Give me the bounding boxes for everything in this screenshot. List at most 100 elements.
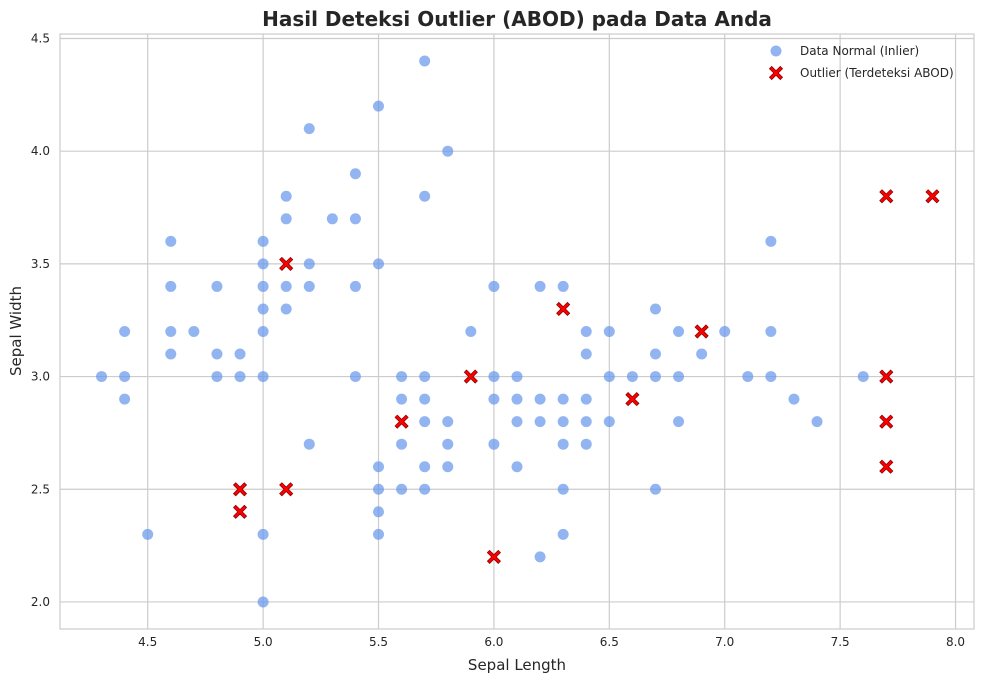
y-tick-label: 2.0 xyxy=(31,595,50,609)
inlier-point xyxy=(373,100,385,112)
inlier-point xyxy=(765,371,777,383)
inlier-point xyxy=(580,348,592,360)
inlier-point xyxy=(303,280,315,292)
outlier-point xyxy=(232,504,248,519)
outlier-point xyxy=(879,369,894,384)
inlier-point xyxy=(419,190,431,202)
y-axis-label: Sepal Width xyxy=(7,286,25,376)
inlier-point xyxy=(580,393,592,405)
inlier-point xyxy=(765,326,777,337)
inlier-point xyxy=(119,371,131,383)
inlier-point xyxy=(349,371,361,383)
inlier-point xyxy=(649,371,661,383)
inlier-point xyxy=(603,416,615,428)
legend: Data Normal (Inlier) Outlier (Terdeteksi … xyxy=(768,44,954,81)
inlier-point xyxy=(534,280,546,292)
x-tick-label: 6.0 xyxy=(484,635,503,649)
inlier-point xyxy=(119,326,131,337)
inlier-point xyxy=(649,483,661,495)
inlier-point xyxy=(373,258,385,270)
inlier-point xyxy=(165,280,177,292)
x-tick-label: 7.0 xyxy=(715,635,734,649)
inlier-point xyxy=(396,393,408,405)
x-tick-label: 4.5 xyxy=(138,635,157,649)
inlier-point xyxy=(442,461,454,473)
inlier-point xyxy=(580,326,592,337)
inlier-point xyxy=(234,371,246,383)
x-tick-label: 5.0 xyxy=(254,635,273,649)
inlier-point xyxy=(626,371,638,383)
inlier-point xyxy=(511,371,523,383)
inlier-point xyxy=(488,371,500,383)
outlier-point xyxy=(232,482,248,497)
outlier-point xyxy=(279,256,294,271)
inlier-point xyxy=(580,416,592,428)
inlier-point xyxy=(373,483,385,495)
outlier-point xyxy=(279,482,294,497)
legend-outlier-label: Outlier (Terdeteksi ABOD) xyxy=(800,66,954,80)
inlier-point xyxy=(557,438,569,450)
inlier-point xyxy=(188,326,200,337)
y-tick-label: 4.5 xyxy=(31,32,50,46)
inlier-point xyxy=(303,438,315,450)
inlier-point xyxy=(234,348,246,360)
inlier-point xyxy=(742,371,754,383)
outlier-point xyxy=(486,549,501,564)
inlier-point xyxy=(396,483,408,495)
outlier-point xyxy=(394,414,409,429)
legend-inlier-marker xyxy=(770,45,782,57)
inlier-point xyxy=(465,326,477,337)
inlier-point xyxy=(673,371,685,383)
inlier-point xyxy=(257,326,269,337)
inlier-point xyxy=(373,461,385,473)
outlier-point xyxy=(879,189,894,204)
inlier-point xyxy=(557,528,569,540)
inlier-point xyxy=(349,213,361,225)
inlier-point xyxy=(257,371,269,383)
inlier-point xyxy=(419,483,431,495)
inlier-point xyxy=(373,528,385,540)
inlier-point xyxy=(534,551,546,563)
y-tick-label: 4.0 xyxy=(31,144,50,158)
inlier-point xyxy=(511,416,523,428)
inlier-point xyxy=(557,416,569,428)
inlier-point xyxy=(442,145,454,157)
inlier-point xyxy=(349,168,361,180)
inlier-point xyxy=(557,483,569,495)
inlier-point xyxy=(165,348,177,360)
inlier-point xyxy=(534,416,546,428)
inlier-point xyxy=(211,280,223,292)
inlier-point xyxy=(442,416,454,428)
inlier-point xyxy=(280,280,292,292)
inlier-point xyxy=(788,393,800,405)
inlier-point xyxy=(649,348,661,360)
y-tick-label: 3.0 xyxy=(31,370,50,384)
inlier-point xyxy=(419,55,431,67)
inlier-point xyxy=(373,506,385,518)
outlier-point xyxy=(879,459,894,474)
inlier-point xyxy=(442,438,454,450)
inlier-point xyxy=(257,303,269,315)
inlier-point xyxy=(811,416,823,428)
data-points xyxy=(96,55,940,608)
inlier-point xyxy=(257,235,269,247)
inlier-point xyxy=(280,303,292,315)
inlier-point xyxy=(326,213,338,225)
inlier-point xyxy=(488,438,500,450)
outlier-point xyxy=(925,189,940,204)
legend-outlier-marker xyxy=(768,65,784,81)
inlier-point xyxy=(488,393,500,405)
y-tick-label: 3.5 xyxy=(31,257,50,271)
x-tick-label: 7.5 xyxy=(831,635,850,649)
outlier-point xyxy=(879,414,894,429)
inlier-point xyxy=(280,190,292,202)
inlier-point xyxy=(673,416,685,428)
chart-title: Hasil Deteksi Outlier (ABOD) pada Data A… xyxy=(262,7,772,31)
tick-labels: 4.5 5.0 5.5 6.0 6.5 7.0 7.5 8.0 2.0 2.5 3.0 3.5 4.0 4… xyxy=(31,32,965,649)
x-tick-label: 8.0 xyxy=(946,635,965,649)
inlier-point xyxy=(303,258,315,270)
inlier-point xyxy=(396,371,408,383)
inlier-point xyxy=(119,393,131,405)
